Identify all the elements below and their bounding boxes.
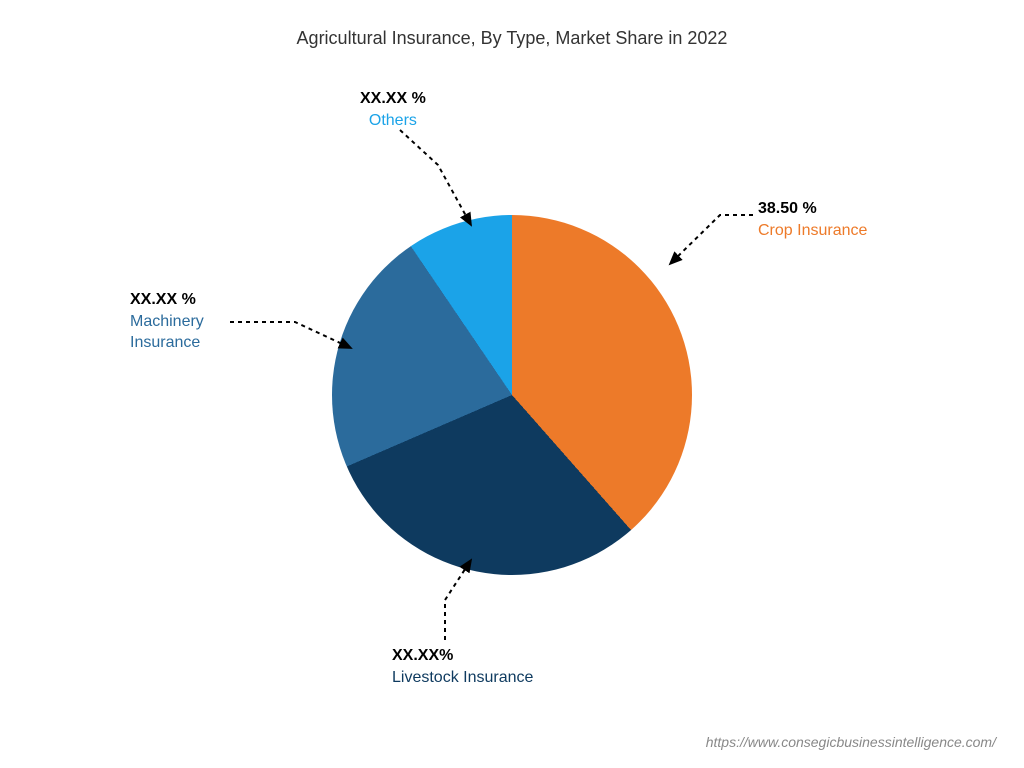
slice-name-crop: Crop Insurance: [758, 220, 867, 242]
slice-label-livestock: XX.XX% Livestock Insurance: [392, 645, 533, 688]
slice-pct-others: XX.XX %: [360, 88, 426, 110]
slice-name-others: Others: [360, 110, 426, 132]
slice-pct-crop: 38.50 %: [758, 198, 867, 220]
pie-chart: [332, 215, 692, 575]
leader-line-others: [400, 130, 471, 225]
slice-label-crop: 38.50 % Crop Insurance: [758, 198, 867, 241]
source-url: https://www.consegicbusinessintelligence…: [706, 734, 996, 750]
slice-name-machinery: Machinery Insurance: [130, 311, 230, 354]
slice-pct-livestock: XX.XX%: [392, 645, 533, 667]
slice-label-machinery: XX.XX % Machinery Insurance: [130, 289, 230, 354]
slice-pct-machinery: XX.XX %: [130, 289, 230, 311]
slice-name-livestock: Livestock Insurance: [392, 667, 533, 689]
slice-label-others: XX.XX % Others: [360, 88, 426, 131]
chart-title: Agricultural Insurance, By Type, Market …: [0, 28, 1024, 49]
